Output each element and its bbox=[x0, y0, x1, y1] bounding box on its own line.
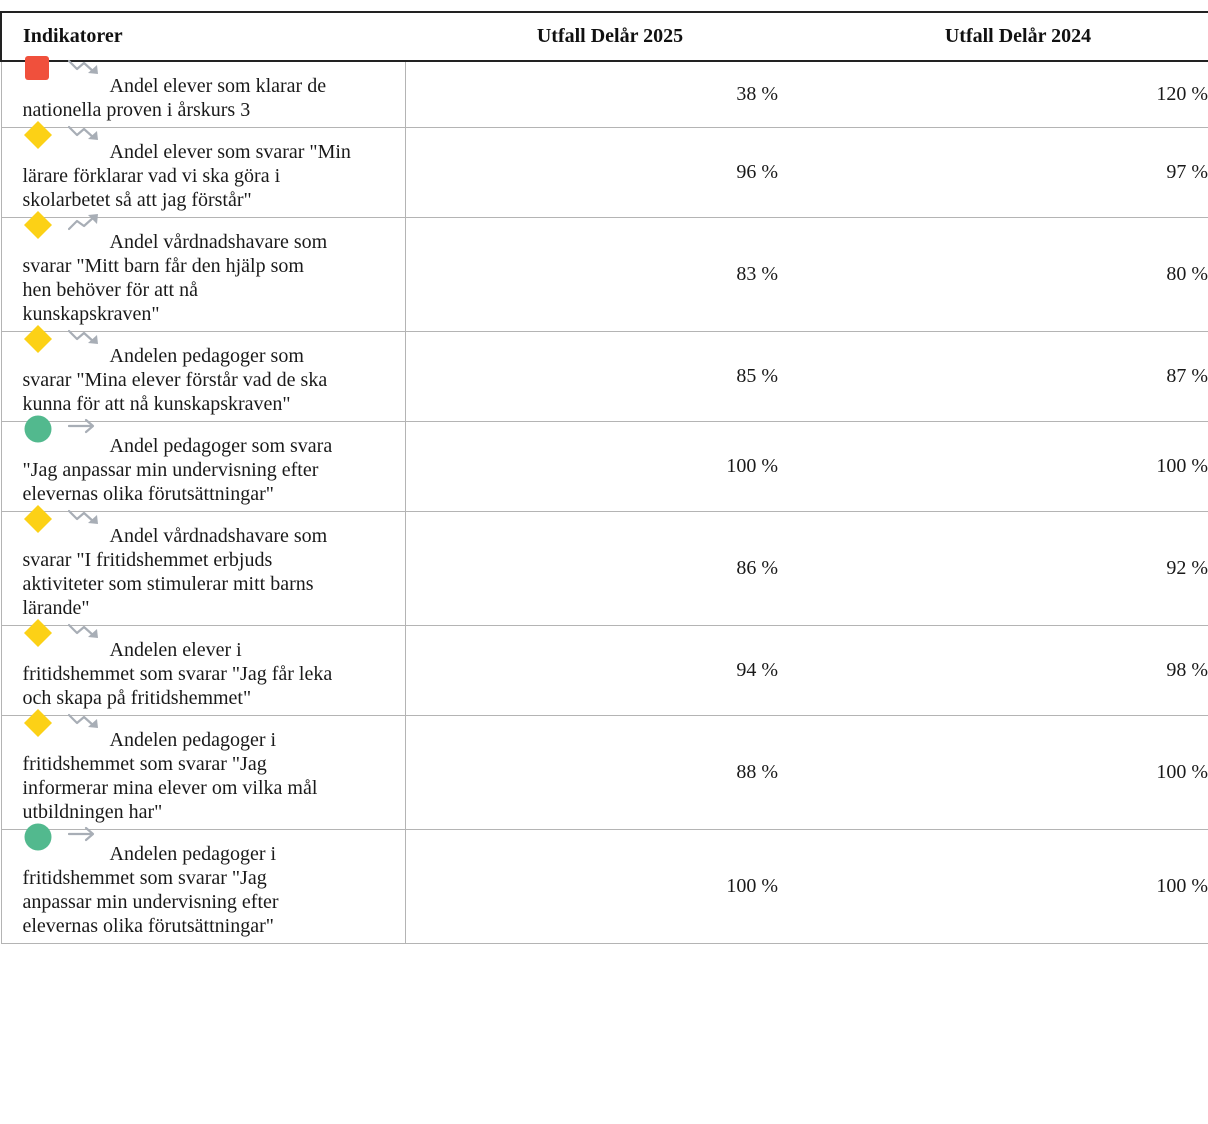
trend-down-icon bbox=[67, 710, 100, 730]
indicator-text-line: nationella proven i årskurs 3 bbox=[22, 99, 251, 121]
header-utfall-2024: Utfall Delår 2024 bbox=[823, 11, 1208, 62]
value-2024: 98 % bbox=[823, 625, 1208, 716]
indicator-cell: Andel vårdnadshavare som svarar "Mitt bar… bbox=[0, 211, 406, 332]
indicator-icons bbox=[23, 211, 110, 248]
yellow-diamond-icon bbox=[23, 708, 53, 738]
indicator-icons bbox=[23, 619, 110, 656]
indicator-text-line: fritidshemmet som svarar "Jag bbox=[22, 753, 267, 775]
trend-down-icon bbox=[67, 620, 100, 640]
table-row: Andelen pedagoger i fritidshemmet som sva… bbox=[0, 823, 1208, 944]
indicator-table: Indikatorer Utfall Delår 2025 Utfall Del… bbox=[0, 11, 1208, 944]
value-2024: 92 % bbox=[823, 511, 1208, 626]
indicator-text-line: lärande" bbox=[22, 597, 90, 619]
green-circle-icon bbox=[23, 414, 53, 444]
table-row: Andel vårdnadshavare som svarar "Mitt bar… bbox=[0, 211, 1208, 332]
indicator-text-line: och skapa på fritidshemmet" bbox=[22, 687, 252, 709]
indicator-icons bbox=[23, 505, 110, 542]
indicator-text-line: Andel vårdnadshavare som bbox=[109, 231, 328, 253]
indicator-text-line: Andelen pedagoger som bbox=[109, 345, 304, 367]
value-2025: 86 % bbox=[405, 511, 823, 626]
indicator-cell: Andelen pedagoger i fritidshemmet som sva… bbox=[0, 823, 406, 944]
indicator-text-line: skolarbetet så att jag förstår" bbox=[22, 189, 252, 211]
table-row: Andel elever som svarar "Min lärare förkl… bbox=[0, 121, 1208, 218]
header-utfall-2025: Utfall Delår 2025 bbox=[405, 11, 823, 62]
indicator-text-line: svarar "Mitt barn får den hjälp som bbox=[22, 255, 304, 277]
indicator-text-line: anpassar min undervisning efter bbox=[22, 891, 279, 913]
indicator-text-line: aktiviteter som stimulerar mitt barns bbox=[22, 573, 314, 595]
trend-flat-icon bbox=[67, 824, 100, 844]
indicator-icons bbox=[23, 823, 110, 860]
indicator-text-line: Andel elever som klarar de bbox=[109, 75, 327, 97]
value-2025: 100 % bbox=[405, 829, 823, 944]
indicator-cell: Andel vårdnadshavare som svarar "I fritid… bbox=[0, 505, 406, 626]
indicator-cell: Andelen pedagoger som svarar "Mina elever… bbox=[0, 325, 406, 422]
indicator-text-line: Andel pedagoger som svara bbox=[109, 435, 333, 457]
indicator-text-line: Andelen elever i bbox=[109, 639, 242, 661]
indicator-cell: Andel pedagoger som svara "Jag anpassar m… bbox=[0, 415, 406, 512]
table-row: Andelen elever i fritidshemmet som svarar… bbox=[0, 619, 1208, 716]
yellow-diamond-icon bbox=[23, 504, 53, 534]
value-2025: 94 % bbox=[405, 625, 823, 716]
indicator-text-line: utbildningen har" bbox=[22, 801, 163, 823]
value-2025: 85 % bbox=[405, 331, 823, 422]
indicator-text-line: svarar "I fritidshemmet erbjuds bbox=[22, 549, 273, 571]
table-row: Andel elever som klarar de nationella pro… bbox=[0, 56, 1208, 128]
value-2024: 87 % bbox=[823, 331, 1208, 422]
header-row: Indikatorer Utfall Delår 2025 Utfall Del… bbox=[0, 11, 1208, 62]
indicator-text-line: fritidshemmet som svarar "Jag får leka bbox=[22, 663, 333, 685]
indicator-text-line: hen behöver för att nå bbox=[22, 279, 198, 301]
indicator-cell: Andelen pedagoger i fritidshemmet som sva… bbox=[0, 709, 406, 830]
yellow-diamond-icon bbox=[23, 120, 53, 150]
indicator-text-line: "Jag anpassar min undervisning efter bbox=[22, 459, 319, 481]
indicator-text-line: Andelen pedagoger i bbox=[109, 843, 277, 865]
indicator-text-line: elevernas olika förutsättningar" bbox=[22, 915, 274, 937]
trend-down-icon bbox=[67, 56, 100, 76]
table-row: Andel pedagoger som svara "Jag anpassar m… bbox=[0, 415, 1208, 512]
value-2024: 100 % bbox=[823, 421, 1208, 512]
trend-up-icon bbox=[67, 212, 100, 232]
indicator-text-line: kunna för att nå kunskapskraven" bbox=[22, 393, 291, 415]
indicator-text-line: informerar mina elever om vilka mål bbox=[22, 777, 318, 799]
indicator-icons bbox=[23, 415, 110, 452]
indicator-icons bbox=[23, 325, 110, 362]
header-indikatorer: Indikatorer bbox=[0, 11, 405, 62]
value-2024: 100 % bbox=[823, 715, 1208, 830]
value-2025: 88 % bbox=[405, 715, 823, 830]
trend-down-icon bbox=[67, 506, 100, 526]
indicator-icons bbox=[23, 121, 110, 158]
table-row: Andel vårdnadshavare som svarar "I fritid… bbox=[0, 505, 1208, 626]
indicator-cell: Andel elever som svarar "Min lärare förkl… bbox=[0, 121, 406, 218]
indicator-text-line: Andelen pedagoger i bbox=[109, 729, 277, 751]
table-row: Andelen pedagoger som svarar "Mina elever… bbox=[0, 325, 1208, 422]
yellow-diamond-icon bbox=[23, 618, 53, 648]
value-2025: 83 % bbox=[405, 217, 823, 332]
indicator-text-line: lärare förklarar vad vi ska göra i bbox=[22, 165, 281, 187]
value-2024: 100 % bbox=[823, 829, 1208, 944]
yellow-diamond-icon bbox=[23, 210, 53, 240]
yellow-diamond-icon bbox=[23, 324, 53, 354]
table-body: Andel elever som klarar de nationella pro… bbox=[0, 56, 1208, 944]
value-2025: 100 % bbox=[405, 421, 823, 512]
trend-down-icon bbox=[67, 122, 100, 142]
indicator-text-line: Andel vårdnadshavare som bbox=[109, 525, 328, 547]
value-2024: 80 % bbox=[823, 217, 1208, 332]
indicator-text-line: svarar "Mina elever förstår vad de ska bbox=[22, 369, 328, 391]
indicator-text-line: Andel elever som svarar "Min bbox=[109, 141, 351, 163]
indicator-text-line: elevernas olika förutsättningar" bbox=[22, 483, 274, 505]
table-row: Andelen pedagoger i fritidshemmet som sva… bbox=[0, 709, 1208, 830]
value-2024: 120 % bbox=[823, 61, 1208, 128]
trend-down-icon bbox=[67, 326, 100, 346]
indicator-icons bbox=[23, 709, 110, 746]
indicator-icons bbox=[23, 56, 110, 92]
indicator-cell: Andel elever som klarar de nationella pro… bbox=[0, 56, 406, 128]
red-square-icon bbox=[23, 54, 51, 82]
trend-flat-icon bbox=[67, 416, 100, 436]
indicator-text-line: fritidshemmet som svarar "Jag bbox=[22, 867, 267, 889]
green-circle-icon bbox=[23, 822, 53, 852]
value-2025: 38 % bbox=[405, 61, 823, 128]
indicator-cell: Andelen elever i fritidshemmet som svarar… bbox=[0, 619, 406, 716]
value-2025: 96 % bbox=[405, 127, 823, 218]
value-2024: 97 % bbox=[823, 127, 1208, 218]
indicator-text-line: kunskapskraven" bbox=[22, 303, 160, 325]
